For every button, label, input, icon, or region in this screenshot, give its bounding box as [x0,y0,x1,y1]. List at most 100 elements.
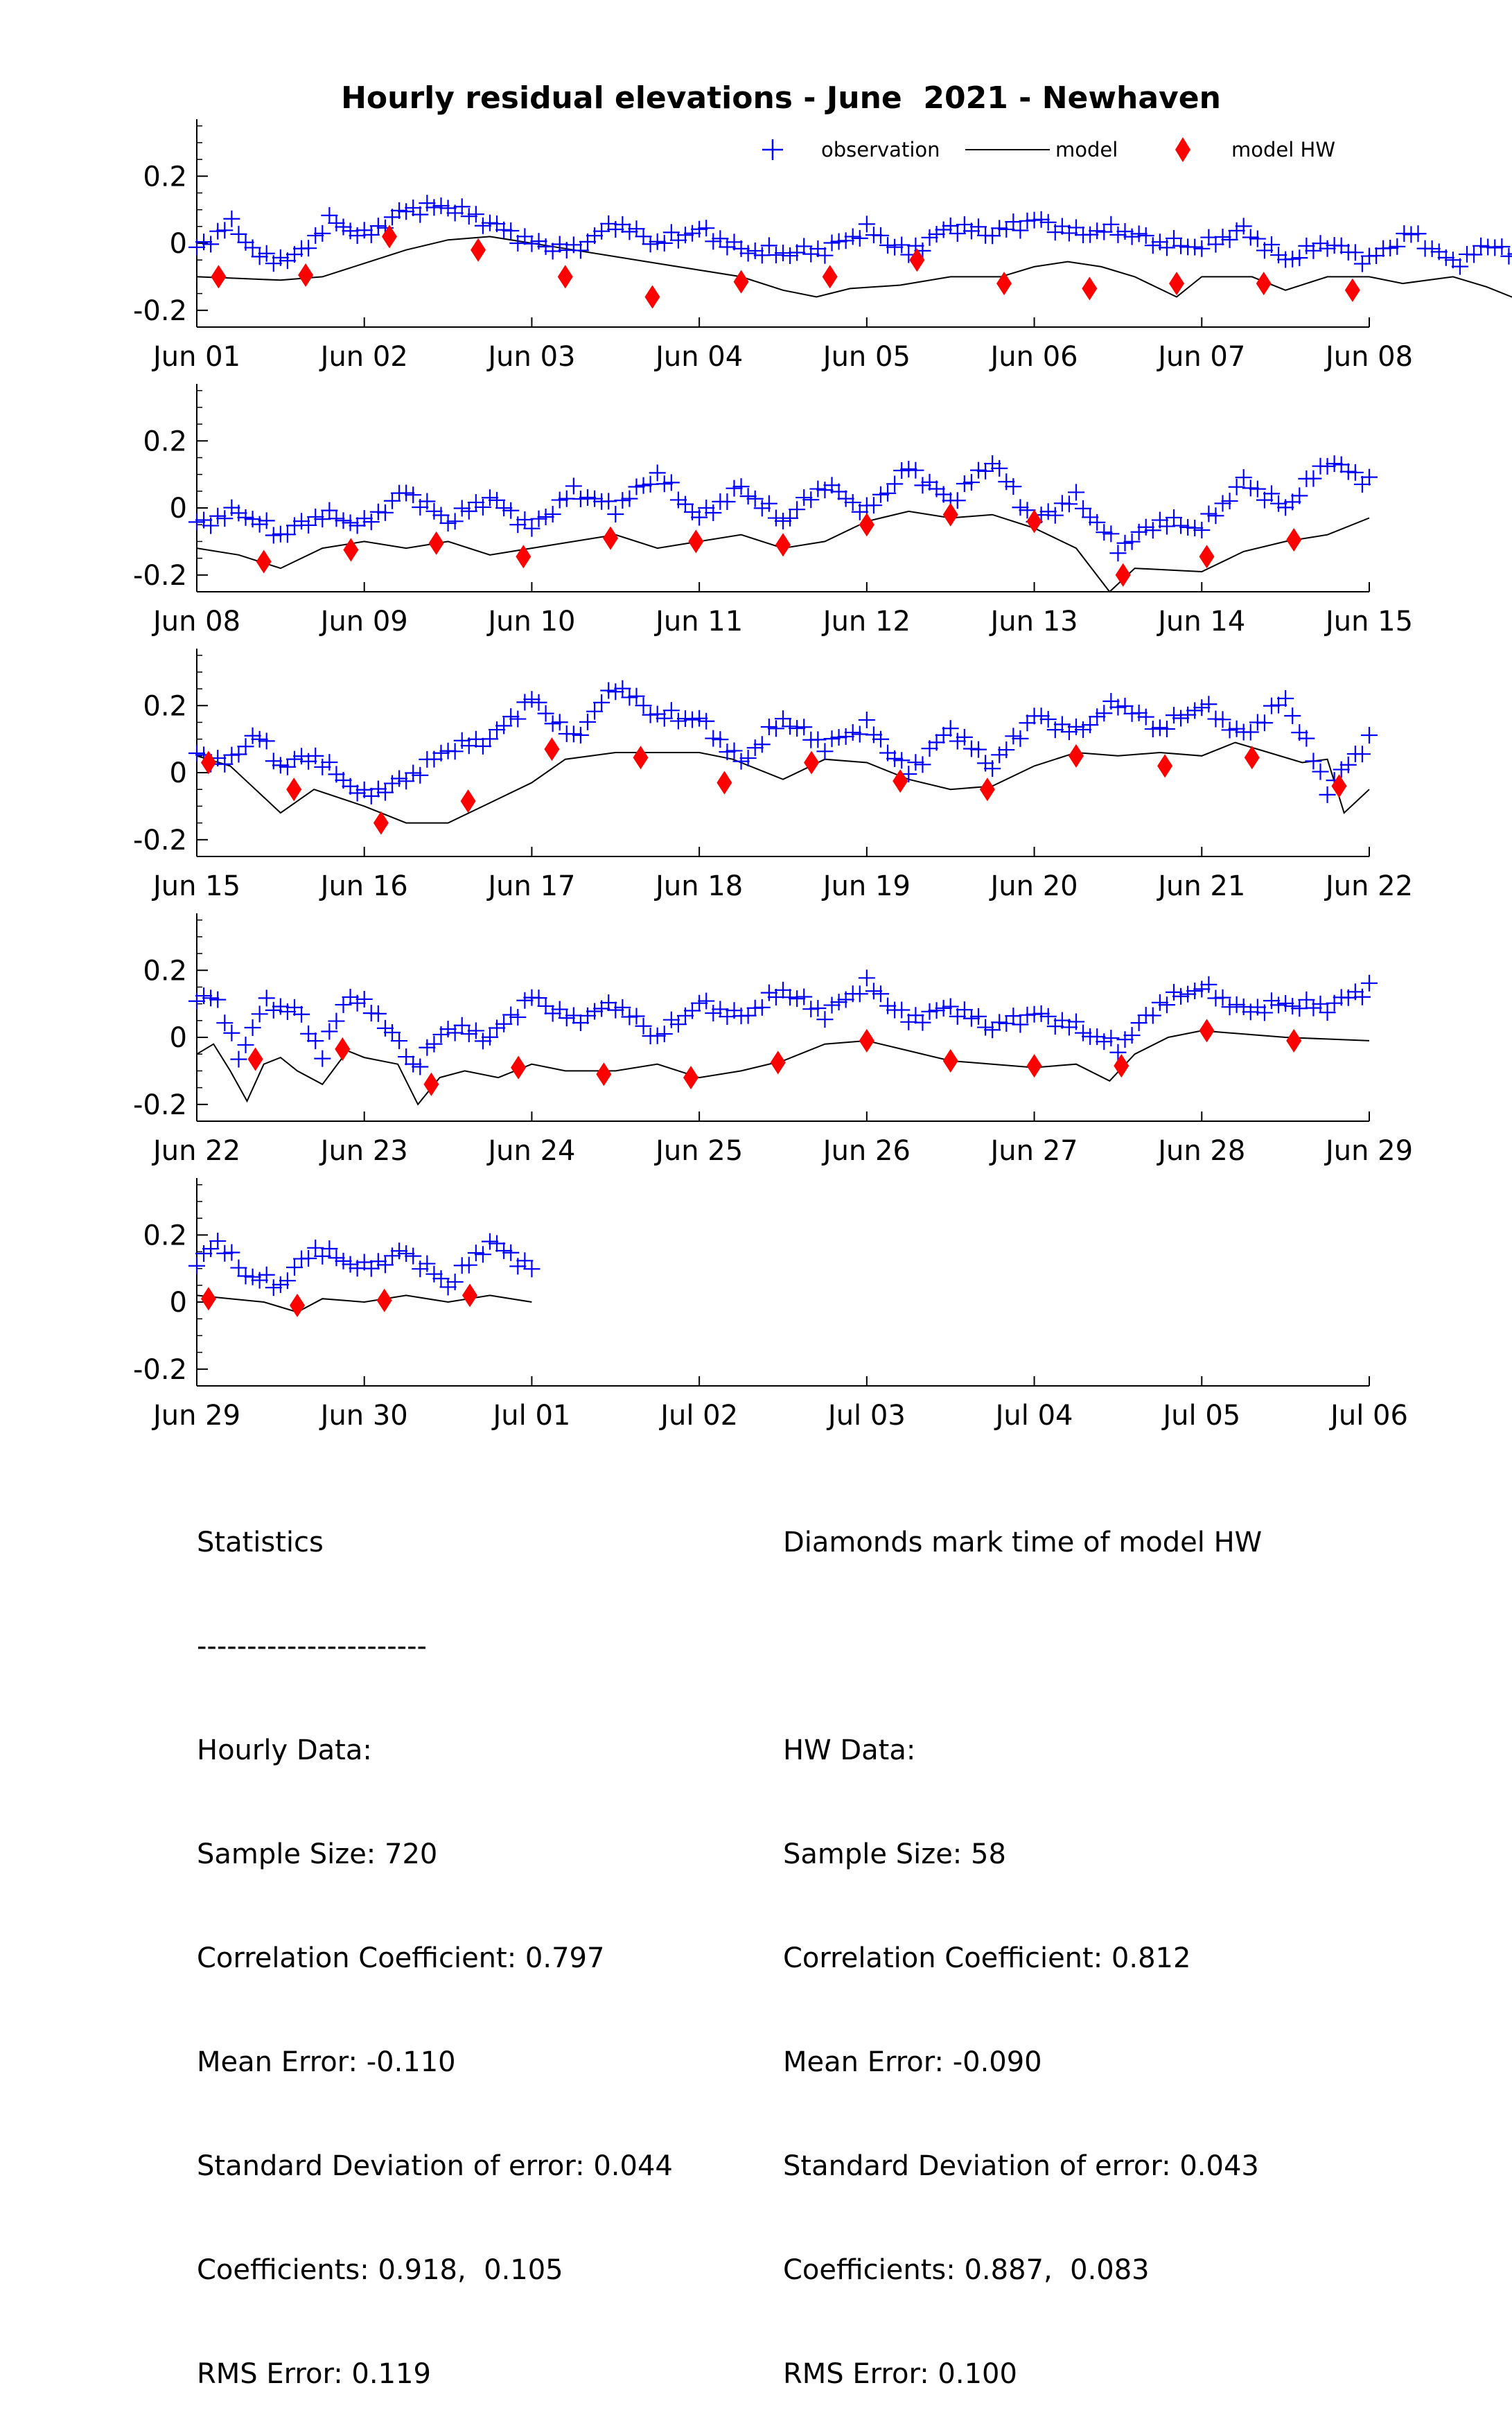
observation-point [1222,721,1238,738]
observation-point [328,510,344,527]
observation-point [705,1005,721,1021]
observation-point [502,1006,519,1023]
x-tick-label: Jun 15 [151,870,240,902]
observation-point [475,738,491,755]
model-series-line [197,743,1369,823]
observation-point [1284,251,1301,267]
observation-point [586,1003,603,1019]
observation-point [740,245,757,262]
observation-point [1215,990,1231,1006]
observation-point [1166,984,1182,1001]
observation-point [209,992,226,1008]
observation-point [1096,524,1112,540]
observation-point [789,720,805,737]
observation-point [425,503,442,520]
observation-point [335,1253,352,1269]
observation-point [733,753,750,770]
observation-point [886,475,903,492]
observation-point [1340,464,1357,480]
observation-point [663,1012,680,1028]
observation-point [1236,218,1252,234]
observation-point [1305,753,1321,769]
observation-point [405,1056,421,1073]
observation-point [733,240,750,257]
observation-point [363,227,380,243]
model-hw-point [256,550,272,573]
model-hw-point [734,270,749,294]
stats-hw-correlation: Correlation Coefficient: 0.812 [783,1941,1262,1976]
observation-point [831,729,847,746]
observation-point [1186,239,1203,256]
observation-point [1159,721,1175,737]
observation-point [538,705,554,722]
y-tick-label: -0.2 [133,1354,187,1386]
observation-point [1403,226,1419,243]
x-tick-label: Jun 12 [821,606,911,638]
observation-point [998,741,1014,758]
observation-point [391,1032,407,1049]
observation-point [614,680,631,697]
observation-point [1368,247,1384,264]
observation-point [628,220,645,237]
x-tick-label: Jul 01 [491,1400,570,1432]
observation-point [963,474,980,491]
x-tick-label: Jun 25 [653,1135,743,1167]
observation-point [216,222,233,238]
observation-point [335,219,352,236]
observation-point [1410,225,1427,242]
observation-point [209,1233,226,1249]
observation-point [865,726,882,743]
observation-point [531,990,547,1006]
observation-point [1033,707,1050,724]
x-tick-label: Jun 07 [1156,341,1245,373]
model-hw-point [1256,272,1272,295]
x-tick-label: Jun 05 [821,341,911,373]
observation-point [202,990,219,1006]
x-tick-label: Jun 14 [1156,606,1245,638]
observation-point [384,493,401,509]
observation-point [321,207,337,224]
observation-point [531,511,547,527]
observation-point [1424,240,1441,257]
observation-point [726,480,743,497]
observation-point [202,236,219,252]
y-tick-label: 0.2 [143,161,187,193]
observation-point [377,1020,394,1037]
stats-hw-std-dev: Standard Deviation of error: 0.043 [783,2149,1262,2183]
observation-point [1179,707,1196,723]
observation-point [1061,723,1078,740]
model-hw-point [1345,279,1360,302]
observation-point [1284,707,1301,724]
model-hw-point [423,1073,439,1096]
observation-point [1382,240,1398,256]
observation-point [1270,697,1287,714]
observation-point [342,514,359,531]
observation-point [1298,238,1315,254]
observation-point [1361,469,1378,486]
observation-point [865,497,882,513]
observation-point [1319,1004,1336,1021]
observation-point [991,460,1008,477]
observation-point [1061,495,1078,512]
observation-point [775,982,791,999]
chart-legend: observation model model HW [762,137,1335,162]
observation-point [265,1279,282,1296]
observation-point [475,1032,491,1049]
observation-point [795,489,812,506]
observation-point [328,215,344,231]
observation-point [761,985,777,1001]
observation-point [1312,764,1329,780]
observation-point [279,1272,296,1289]
observation-point [865,983,882,999]
observation-point [398,1245,414,1262]
model-hw-point [688,529,703,553]
observation-point [223,1025,240,1041]
observation-point [314,1248,331,1265]
observation-point [586,491,603,507]
observation-point [956,729,973,746]
observation-point [816,247,833,264]
stats-hw-mean-error: Mean Error: -0.090 [783,2045,1262,2080]
